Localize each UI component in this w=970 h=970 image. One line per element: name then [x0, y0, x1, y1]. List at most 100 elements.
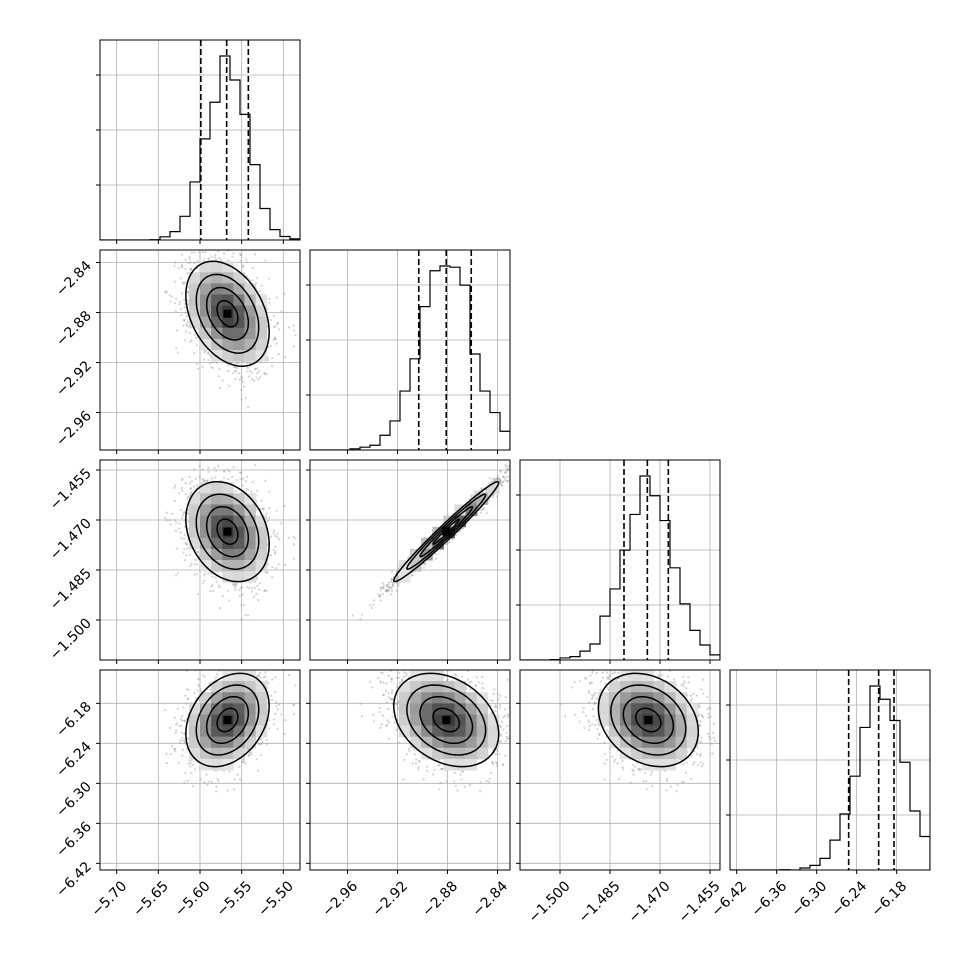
sample-point: [201, 468, 204, 471]
sample-point: [471, 502, 474, 505]
sample-point: [234, 584, 237, 587]
sample-point: [232, 583, 235, 586]
sample-point: [262, 507, 265, 511]
density-cell: [211, 327, 223, 340]
sample-point: [253, 253, 257, 256]
sample-point: [174, 310, 177, 313]
sample-point: [195, 572, 198, 576]
sample-point: [274, 551, 277, 554]
sample-point: [183, 525, 187, 528]
sample-point: [187, 520, 190, 523]
sample-point: [513, 470, 515, 472]
tick-label-y-2-2: −1.470: [47, 516, 95, 564]
sample-point: [194, 336, 198, 339]
sample-point: [201, 366, 204, 369]
sample-point: [385, 589, 388, 592]
sample-point: [183, 306, 187, 309]
sample-point: [231, 255, 234, 258]
sample-point: [292, 535, 295, 539]
sample-point: [241, 380, 244, 383]
sample-point: [248, 587, 251, 590]
density-cell: [211, 482, 223, 494]
sample-point: [168, 294, 172, 297]
sample-point: [173, 280, 177, 283]
sample-point: [242, 385, 246, 388]
sample-point: [495, 495, 499, 498]
sample-point: [479, 511, 483, 514]
density-cell: [200, 327, 212, 340]
density-cell: [255, 316, 268, 329]
sample-point: [504, 478, 507, 482]
sample-point: [184, 267, 187, 271]
sample-point: [473, 501, 476, 505]
sample-point: [210, 366, 213, 369]
density-cell: [233, 316, 245, 329]
contour-0: [216, 299, 239, 328]
sample-point: [277, 563, 280, 566]
density-cell: [222, 504, 234, 517]
sample-point: [484, 491, 488, 494]
sample-point: [177, 267, 180, 270]
sample-point: [239, 259, 242, 262]
sample-point: [196, 367, 200, 370]
sample-point: [271, 356, 274, 360]
sample-point: [198, 251, 201, 254]
sample-point: [292, 345, 295, 348]
sample-point: [395, 589, 398, 593]
sample-point: [178, 527, 181, 530]
sample-point: [222, 477, 226, 480]
sample-point: [268, 507, 271, 510]
density-cell: [244, 548, 257, 561]
sample-point: [175, 329, 178, 332]
density-cell: [255, 537, 268, 550]
sample-point: [165, 511, 168, 514]
sample-point: [272, 532, 276, 535]
sample-point: [268, 516, 271, 519]
tick-label-y-1-0: −2.96: [53, 408, 95, 450]
sample-point: [217, 465, 220, 468]
sample-point: [378, 595, 381, 598]
sample-point: [266, 308, 269, 311]
panel-frame: [309, 249, 511, 451]
sample-point: [385, 584, 389, 587]
density-cell: [222, 327, 234, 340]
sample-point: [202, 258, 206, 261]
sample-point: [228, 599, 231, 602]
sample-point: [201, 582, 204, 585]
sample-point: [274, 325, 277, 328]
sample-point: [211, 575, 214, 578]
sample-point: [213, 467, 216, 470]
sample-point: [202, 479, 206, 482]
sample-point: [249, 362, 252, 365]
sample-point: [274, 337, 277, 340]
sample-point: [474, 500, 477, 503]
sample-point: [515, 470, 517, 472]
sample-point: [474, 502, 477, 505]
sample-point: [190, 490, 193, 493]
sample-point: [390, 578, 394, 581]
sample-point: [246, 366, 249, 370]
density-cell: [211, 316, 223, 329]
sample-point: [241, 593, 244, 596]
sample-point: [175, 547, 178, 550]
sample-point: [488, 477, 491, 480]
density-cell: [244, 537, 257, 550]
sample-point: [190, 267, 193, 271]
sample-point: [255, 576, 258, 579]
sample-point: [359, 618, 362, 621]
sample-point: [184, 339, 187, 342]
sample-point: [269, 345, 272, 348]
sample-point: [240, 586, 243, 589]
sample-point: [227, 364, 230, 367]
sample-point: [274, 545, 277, 548]
sample-point: [187, 509, 190, 512]
sample-point: [240, 377, 243, 380]
scatter-layer: [163, 250, 297, 409]
sample-point: [260, 499, 263, 502]
sample-point: [215, 580, 218, 584]
panel-1-1: [306, 249, 511, 454]
contour-2: [195, 273, 260, 354]
density-cell: [211, 537, 223, 550]
sample-point: [263, 372, 266, 375]
sample-point: [232, 583, 236, 586]
